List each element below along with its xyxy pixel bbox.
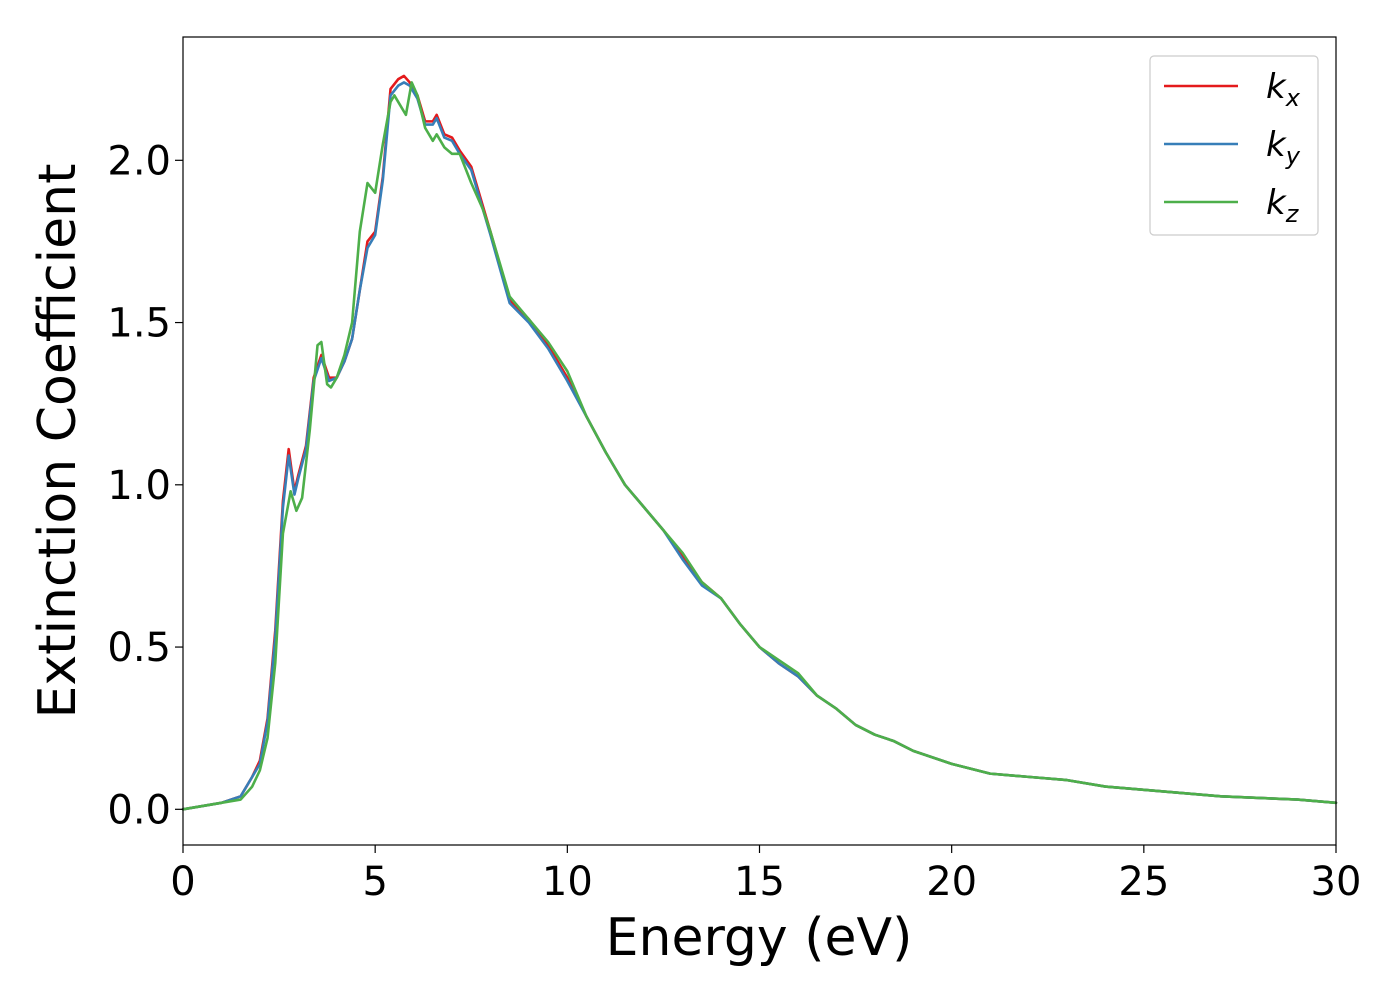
- x-tick-label: 20: [926, 859, 977, 905]
- x-tick-label: 0: [170, 859, 195, 905]
- y-tick-label: 0.5: [107, 625, 171, 671]
- x-tick-label: 30: [1311, 859, 1362, 905]
- legend-box: [1149, 55, 1319, 236]
- legend-label-kz: kz: [1266, 183, 1300, 228]
- x-tick-label: 10: [542, 859, 593, 905]
- x-axis-title: Energy (eV): [606, 908, 913, 968]
- plot-background: [183, 37, 1336, 845]
- series-layer: [181, 74, 1338, 811]
- y-axis-title: Extinction Coefficient: [28, 164, 88, 719]
- y-tick-label: 1.5: [107, 301, 171, 347]
- x-tick-label: 25: [1118, 859, 1169, 905]
- series-line-kz: [181, 81, 1338, 811]
- y-axis: 0.0 0.5 1.0 1.5 2.0: [107, 138, 183, 833]
- y-tick-label: 0.0: [107, 787, 171, 833]
- y-tick-label: 2.0: [107, 138, 171, 184]
- legend-label-ky: ky: [1266, 125, 1301, 170]
- x-tick-label: 15: [734, 859, 785, 905]
- legend: kx ky kz: [1149, 55, 1319, 236]
- y-tick-label: 1.0: [107, 463, 171, 509]
- legend-label-kx: kx: [1266, 67, 1301, 112]
- x-axis: 0 5 10 15 20 25 30: [170, 845, 1361, 905]
- x-tick-label: 5: [362, 859, 387, 905]
